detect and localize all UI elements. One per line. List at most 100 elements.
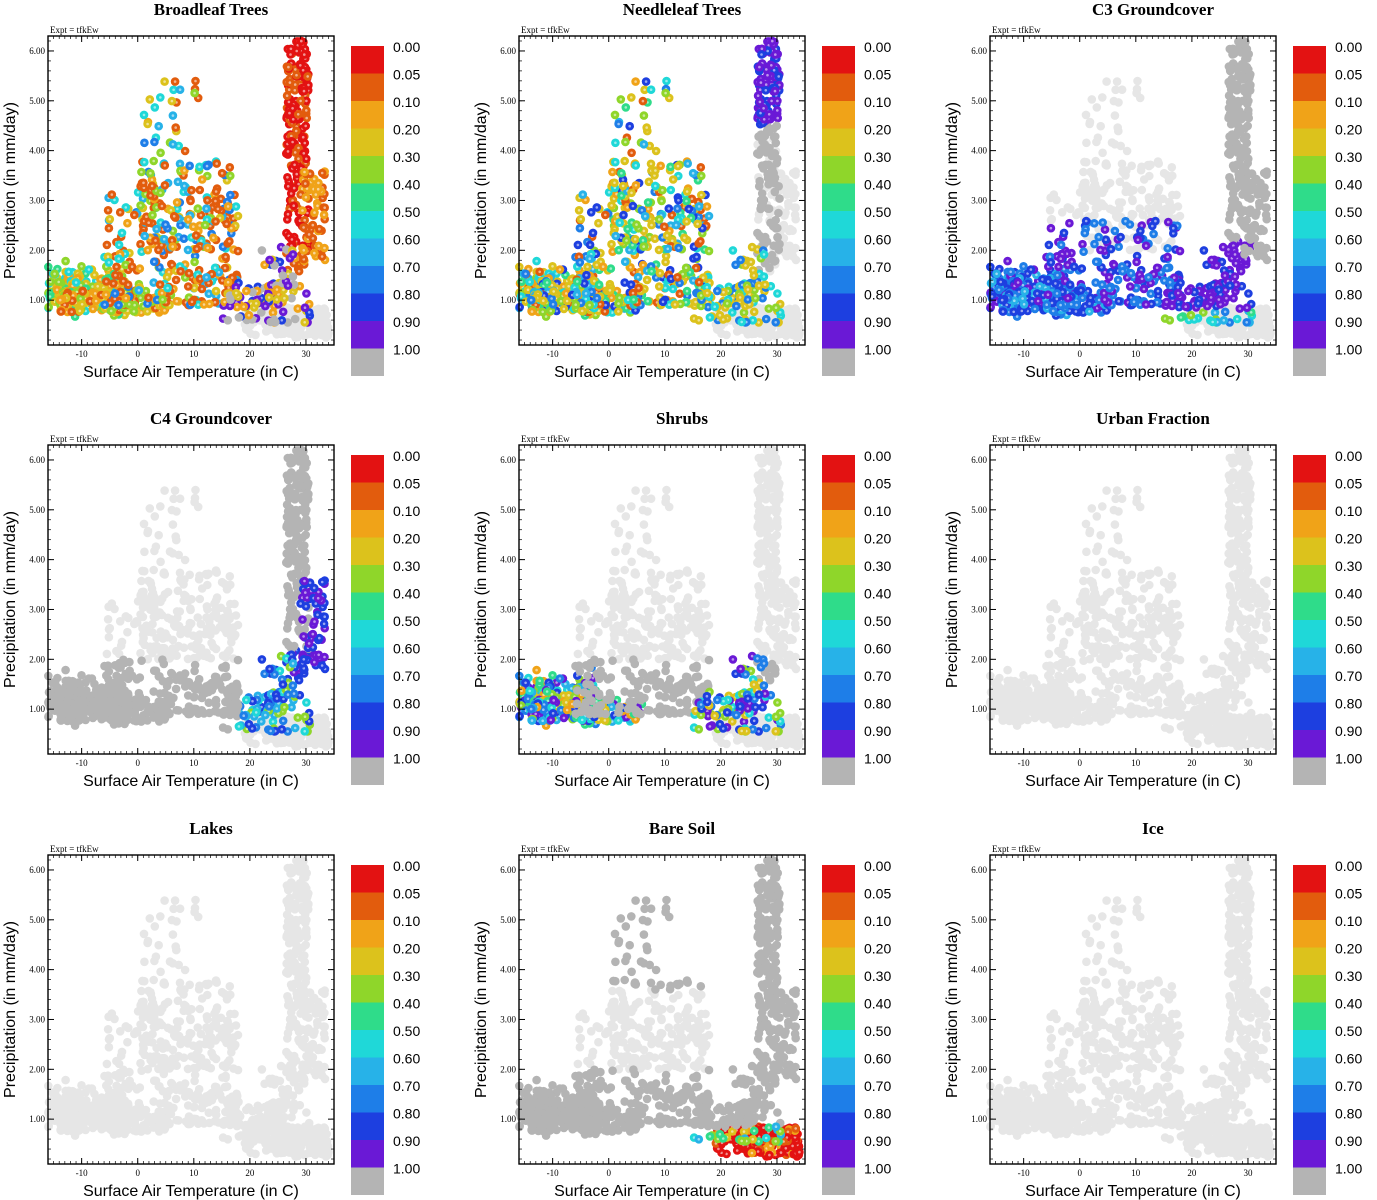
data-point-center bbox=[133, 303, 136, 307]
data-point-center bbox=[289, 53, 292, 56]
data-point-center bbox=[696, 222, 699, 226]
data-point-center bbox=[108, 217, 112, 221]
data-point-center bbox=[289, 47, 293, 51]
data-point-center bbox=[576, 280, 579, 283]
data-point-center bbox=[189, 199, 192, 203]
data-point-center bbox=[559, 299, 563, 303]
data-point-center bbox=[139, 242, 142, 246]
data-point-center bbox=[80, 265, 83, 268]
data-point-center bbox=[160, 291, 164, 295]
data-point-center bbox=[190, 300, 194, 304]
data-point-center bbox=[152, 159, 155, 163]
data-point-center bbox=[124, 263, 127, 267]
data-point-center bbox=[311, 223, 315, 227]
data-point-center bbox=[758, 88, 762, 91]
data-point-center bbox=[228, 240, 231, 243]
data-point-center bbox=[301, 68, 305, 72]
x-tick-label: 10 bbox=[189, 349, 199, 359]
data-point-center bbox=[623, 281, 626, 284]
data-point-center bbox=[529, 298, 533, 302]
data-point-center bbox=[317, 244, 321, 248]
data-point-center bbox=[151, 213, 154, 217]
data-point-center bbox=[699, 166, 703, 169]
data-point-center bbox=[650, 270, 653, 273]
data-point-center bbox=[642, 143, 646, 146]
data-point-center bbox=[671, 178, 675, 181]
data-point-center bbox=[591, 231, 595, 235]
data-point-center bbox=[113, 198, 116, 202]
data-point-center bbox=[188, 164, 191, 168]
data-point-center bbox=[617, 302, 620, 305]
data-point-center bbox=[666, 247, 670, 251]
data-point-center bbox=[94, 299, 98, 303]
data-point-center bbox=[305, 157, 308, 161]
data-point-center bbox=[187, 271, 191, 275]
data-point-center bbox=[278, 260, 282, 264]
data-point-center bbox=[684, 300, 688, 304]
data-point-center bbox=[291, 140, 294, 144]
data-point-center bbox=[654, 184, 657, 188]
data-point-center bbox=[192, 225, 195, 228]
data-point-center bbox=[158, 283, 162, 286]
data-point-center bbox=[635, 223, 638, 226]
data-point-center bbox=[292, 204, 296, 207]
data-point-center bbox=[293, 163, 296, 167]
data-point-center bbox=[302, 226, 305, 229]
data-point-center bbox=[624, 106, 628, 109]
data-point-center bbox=[576, 243, 580, 247]
data-point-center bbox=[676, 207, 679, 210]
colorbar-label: 0.05 bbox=[393, 67, 420, 83]
colorbar-swatch bbox=[351, 46, 384, 74]
data-point-center bbox=[268, 258, 271, 262]
data-point-center bbox=[99, 278, 102, 281]
data-point-center bbox=[304, 196, 308, 199]
data-point-center bbox=[595, 263, 598, 267]
data-point-center bbox=[619, 236, 623, 239]
data-point-center bbox=[148, 98, 152, 101]
data-point-center bbox=[586, 265, 589, 269]
data-point-center bbox=[103, 303, 106, 307]
data-point-center bbox=[193, 286, 196, 290]
data-point-center bbox=[164, 223, 167, 226]
data-point-center bbox=[664, 91, 667, 95]
data-point-center bbox=[203, 223, 207, 227]
data-point bbox=[261, 327, 271, 336]
data-point-center bbox=[93, 273, 96, 277]
data-point-center bbox=[193, 254, 197, 258]
data-point-center bbox=[298, 284, 302, 288]
data-point-center bbox=[313, 251, 316, 255]
data-point-center bbox=[601, 265, 605, 269]
data-point-center bbox=[619, 98, 623, 101]
data-point-center bbox=[767, 113, 771, 116]
data-point-center bbox=[146, 122, 149, 126]
data-point-center bbox=[297, 182, 300, 186]
data-point-center bbox=[584, 292, 588, 295]
data-point bbox=[761, 148, 771, 157]
data-point-center bbox=[307, 311, 311, 314]
y-axis-label: Precipitation (in mm/day) bbox=[2, 102, 19, 279]
data-point-center bbox=[687, 207, 691, 211]
data-point-center bbox=[701, 276, 705, 280]
data-point-center bbox=[604, 303, 607, 307]
data-point-center bbox=[623, 260, 627, 264]
data-point-center bbox=[225, 179, 229, 182]
data-point-center bbox=[140, 250, 143, 253]
data-point-center bbox=[578, 261, 582, 264]
data-point-center bbox=[317, 181, 320, 185]
data-point-center bbox=[617, 248, 621, 252]
data-point-center bbox=[588, 303, 591, 307]
data-point-center bbox=[160, 243, 163, 247]
data-point-center bbox=[138, 267, 142, 270]
data-point-center bbox=[144, 289, 148, 293]
data-point-center bbox=[621, 178, 625, 181]
data-point-center bbox=[613, 113, 617, 117]
data-point-center bbox=[288, 81, 292, 84]
colorbar-swatch bbox=[351, 101, 384, 129]
data-point-center bbox=[286, 176, 289, 179]
data-point-center bbox=[291, 107, 294, 110]
data-point-center bbox=[146, 302, 149, 305]
colorbar-swatch bbox=[351, 321, 384, 349]
data-point bbox=[791, 305, 800, 314]
data-point-center bbox=[174, 278, 178, 282]
